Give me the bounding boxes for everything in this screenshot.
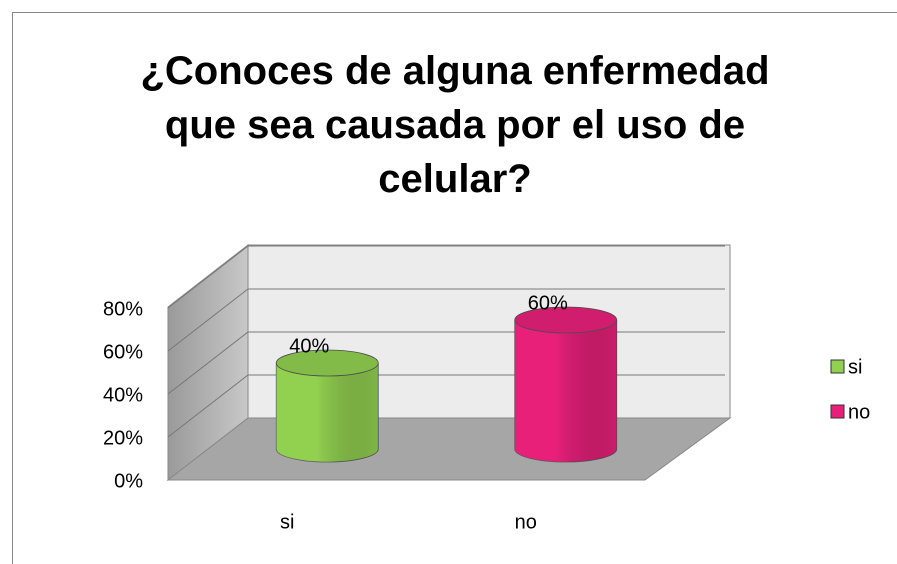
- x-tick-label: si: [280, 511, 294, 533]
- value-label: 60%: [528, 292, 568, 314]
- floor: [166, 417, 732, 481]
- grid-line: [167, 245, 725, 309]
- legend-label: si: [848, 356, 862, 378]
- chart-frame: [12, 12, 897, 564]
- chart-title: ¿Conoces de alguna enfermedad que sea ca…: [140, 49, 770, 201]
- legend-swatch: [830, 404, 845, 419]
- x-tick-label: no: [515, 511, 537, 533]
- y-tick-label: 20%: [103, 427, 143, 449]
- legend-swatch: [830, 359, 845, 374]
- value-label: 40%: [289, 335, 329, 357]
- cylinder-shade: [514, 320, 617, 463]
- legend-label: no: [848, 401, 870, 423]
- y-tick-label: 80%: [103, 298, 143, 320]
- cylinder-top: [514, 306, 618, 334]
- grid-line: [167, 288, 725, 352]
- y-tick-label: 40%: [103, 384, 143, 406]
- y-tick-label: 0%: [114, 470, 143, 492]
- y-tick-label: 60%: [103, 341, 143, 363]
- cylinder-shade: [276, 363, 379, 463]
- cylinder-top: [275, 349, 379, 377]
